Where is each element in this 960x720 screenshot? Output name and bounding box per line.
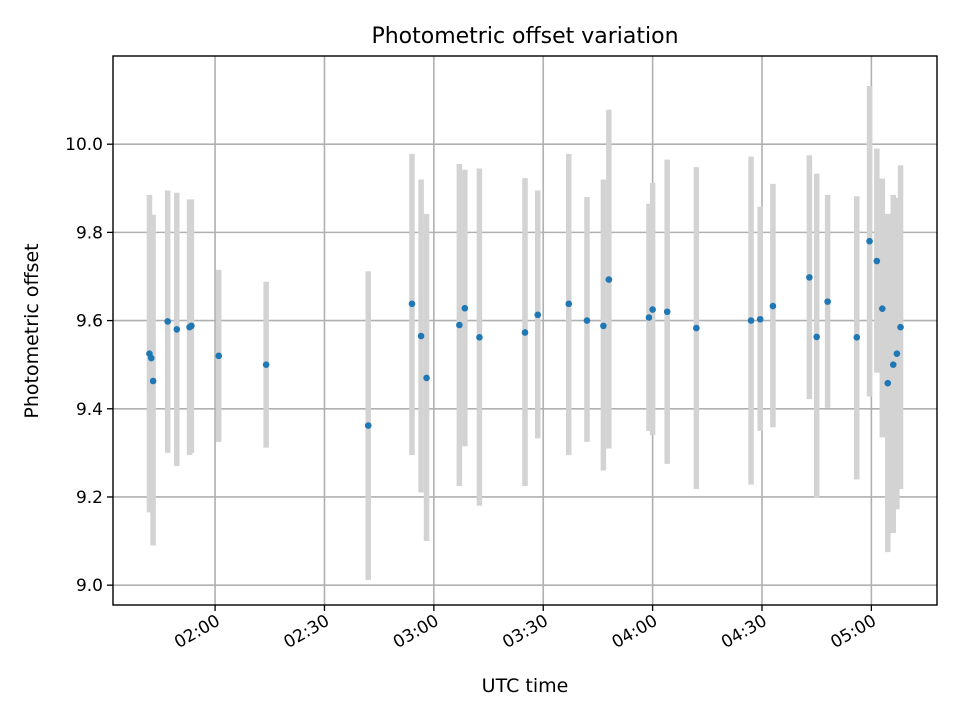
plot-frame xyxy=(112,55,938,606)
data-point xyxy=(769,302,777,310)
data-point xyxy=(262,361,270,368)
data-point xyxy=(188,322,195,330)
data-point xyxy=(521,329,529,336)
data-point xyxy=(645,314,653,321)
data-point xyxy=(476,334,483,341)
data-point xyxy=(873,257,881,265)
data-point xyxy=(824,298,831,305)
data-point xyxy=(534,311,542,319)
data-point xyxy=(423,374,430,382)
data-point xyxy=(879,305,886,312)
data-point xyxy=(456,321,463,329)
data-point xyxy=(215,352,223,360)
data-point xyxy=(813,333,820,341)
data-point xyxy=(806,274,813,281)
data-point xyxy=(663,308,671,316)
data-point xyxy=(649,306,656,313)
x-axis-label: UTC time xyxy=(482,675,569,697)
data-point xyxy=(600,322,607,330)
y-axis-label: Photometric offset xyxy=(21,243,43,418)
data-point xyxy=(756,315,764,323)
data-point xyxy=(853,334,861,341)
y-tick-label: 9.4 xyxy=(76,400,103,420)
data-point xyxy=(605,276,613,283)
y-tick-label: 9.2 xyxy=(76,488,103,508)
data-point xyxy=(147,354,155,362)
y-axis-ticks: 9.0 9.2 9.4 9.6 9.8 10.0 xyxy=(65,135,113,596)
data-point xyxy=(893,350,901,357)
y-tick-label: 9.6 xyxy=(76,312,103,332)
data-point xyxy=(693,324,700,332)
data-point xyxy=(149,377,157,385)
data-point xyxy=(565,300,573,308)
data-point xyxy=(747,317,755,324)
data-point xyxy=(884,379,892,387)
data-point xyxy=(417,332,425,340)
data-point xyxy=(408,300,416,308)
data-point xyxy=(889,361,897,368)
data-point xyxy=(364,422,372,429)
data-point xyxy=(897,323,904,331)
chart-title: Photometric offset variation xyxy=(371,24,678,49)
y-tick-label: 9.0 xyxy=(76,576,103,596)
data-point xyxy=(583,317,591,324)
data-point xyxy=(173,326,181,333)
y-tick-label: 10.0 xyxy=(65,135,103,155)
y-tick-label: 9.8 xyxy=(76,223,103,243)
data-point xyxy=(866,237,873,245)
data-point xyxy=(461,304,469,312)
data-points xyxy=(146,237,904,429)
data-point xyxy=(164,318,171,325)
